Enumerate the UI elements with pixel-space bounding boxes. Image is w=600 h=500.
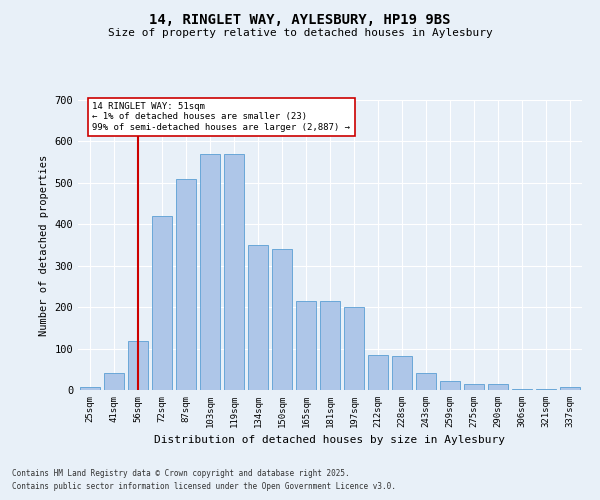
- Bar: [272, 249, 292, 390]
- Bar: [152, 216, 172, 390]
- Bar: [176, 178, 196, 390]
- Bar: [200, 154, 220, 390]
- Bar: [488, 384, 508, 390]
- Bar: [296, 301, 316, 390]
- Bar: [512, 389, 532, 390]
- Text: Size of property relative to detached houses in Aylesbury: Size of property relative to detached ho…: [107, 28, 493, 38]
- Bar: [80, 386, 100, 390]
- Bar: [320, 301, 340, 390]
- Bar: [248, 245, 268, 390]
- Bar: [536, 389, 556, 390]
- Text: 14 RINGLET WAY: 51sqm
← 1% of detached houses are smaller (23)
99% of semi-detac: 14 RINGLET WAY: 51sqm ← 1% of detached h…: [92, 102, 350, 132]
- Bar: [440, 381, 460, 390]
- Bar: [560, 386, 580, 390]
- Bar: [128, 341, 148, 390]
- X-axis label: Distribution of detached houses by size in Aylesbury: Distribution of detached houses by size …: [155, 436, 505, 446]
- Bar: [368, 355, 388, 390]
- Bar: [392, 356, 412, 390]
- Bar: [104, 374, 124, 390]
- Bar: [464, 384, 484, 390]
- Text: 14, RINGLET WAY, AYLESBURY, HP19 9BS: 14, RINGLET WAY, AYLESBURY, HP19 9BS: [149, 12, 451, 26]
- Bar: [416, 374, 436, 390]
- Bar: [344, 307, 364, 390]
- Text: Contains public sector information licensed under the Open Government Licence v3: Contains public sector information licen…: [12, 482, 396, 491]
- Y-axis label: Number of detached properties: Number of detached properties: [39, 154, 49, 336]
- Text: Contains HM Land Registry data © Crown copyright and database right 2025.: Contains HM Land Registry data © Crown c…: [12, 468, 350, 477]
- Bar: [224, 154, 244, 390]
